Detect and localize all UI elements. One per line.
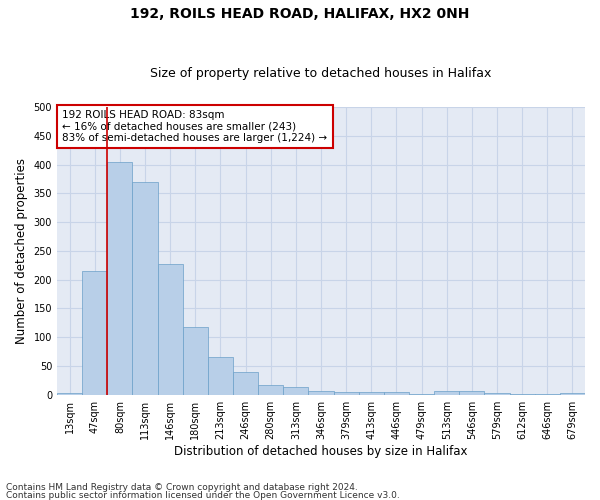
Bar	[384, 392, 409, 394]
Text: 192 ROILS HEAD ROAD: 83sqm
← 16% of detached houses are smaller (243)
83% of sem: 192 ROILS HEAD ROAD: 83sqm ← 16% of deta…	[62, 110, 328, 143]
Bar	[484, 393, 509, 394]
Bar	[233, 372, 258, 394]
Bar	[107, 162, 133, 394]
Bar	[183, 327, 208, 394]
X-axis label: Distribution of detached houses by size in Halifax: Distribution of detached houses by size …	[174, 444, 468, 458]
Bar	[158, 264, 183, 394]
Text: Contains HM Land Registry data © Crown copyright and database right 2024.: Contains HM Land Registry data © Crown c…	[6, 484, 358, 492]
Bar	[359, 392, 384, 394]
Text: Contains public sector information licensed under the Open Government Licence v3: Contains public sector information licen…	[6, 490, 400, 500]
Title: Size of property relative to detached houses in Halifax: Size of property relative to detached ho…	[151, 66, 492, 80]
Y-axis label: Number of detached properties: Number of detached properties	[15, 158, 28, 344]
Bar	[133, 182, 158, 394]
Bar	[82, 271, 107, 394]
Text: 192, ROILS HEAD ROAD, HALIFAX, HX2 0NH: 192, ROILS HEAD ROAD, HALIFAX, HX2 0NH	[130, 8, 470, 22]
Bar	[308, 390, 334, 394]
Bar	[560, 393, 585, 394]
Bar	[208, 358, 233, 395]
Bar	[334, 392, 359, 394]
Bar	[434, 390, 459, 394]
Bar	[283, 387, 308, 394]
Bar	[57, 393, 82, 394]
Bar	[459, 390, 484, 394]
Bar	[258, 385, 283, 394]
